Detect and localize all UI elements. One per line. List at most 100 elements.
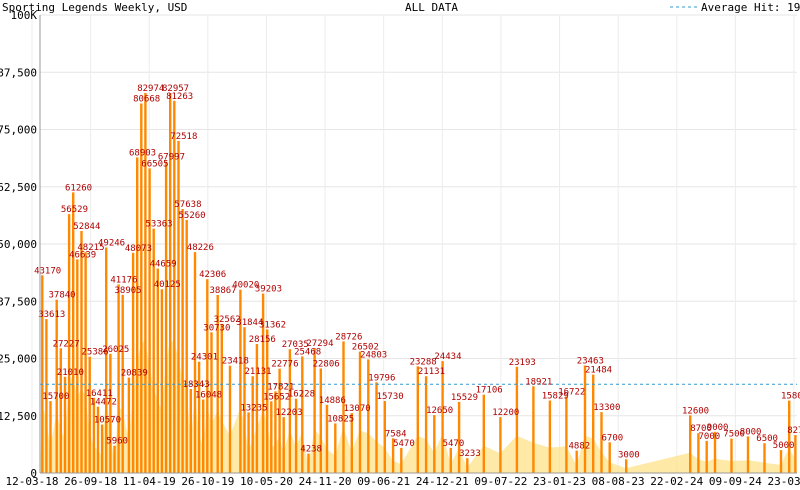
bar — [63, 376, 67, 473]
bar — [59, 348, 62, 473]
bar — [441, 361, 444, 473]
data-label: 37840 — [49, 291, 76, 301]
bar — [193, 252, 197, 473]
x-tick-label: 12-03-18 — [6, 475, 59, 488]
data-label: 67997 — [158, 153, 185, 163]
data-label: 5960 — [106, 437, 128, 447]
bar — [367, 359, 370, 473]
bar — [96, 406, 100, 473]
bar — [713, 431, 717, 473]
bar — [548, 400, 552, 473]
y-tick-label: 50,000 — [0, 238, 37, 251]
bar — [84, 252, 87, 473]
bar — [251, 376, 254, 473]
data-label: 82957 — [162, 84, 189, 94]
bar — [148, 168, 151, 473]
data-label: 21131 — [418, 367, 445, 377]
data-label: 55260 — [179, 211, 206, 221]
data-label: 14886 — [319, 396, 346, 406]
bar — [342, 341, 345, 473]
data-label: 48073 — [125, 244, 152, 254]
data-label: 41176 — [110, 275, 137, 285]
bar — [383, 401, 386, 473]
bar — [131, 252, 135, 473]
data-label: 40020 — [232, 281, 259, 291]
bar — [763, 443, 766, 473]
y-tick-label: 25,000 — [0, 353, 37, 366]
x-tick-label: 09-07-22 — [474, 475, 527, 488]
data-label: 18921 — [525, 377, 552, 387]
bar — [243, 327, 246, 473]
data-label: 16048 — [195, 391, 222, 401]
bar — [515, 366, 519, 473]
bar — [144, 93, 147, 473]
bar — [181, 209, 184, 473]
bar — [334, 423, 337, 473]
data-label: 23463 — [577, 357, 604, 367]
data-label: 10570 — [94, 416, 121, 426]
bar — [307, 453, 310, 473]
data-label: 40125 — [154, 280, 181, 290]
bar — [41, 275, 44, 473]
data-label: 7500 — [723, 430, 745, 440]
bar — [220, 323, 223, 473]
bar — [794, 435, 797, 473]
bar — [206, 279, 209, 473]
data-label: 13070 — [344, 404, 371, 414]
data-label: 66505 — [141, 159, 168, 169]
data-label: 32562 — [214, 315, 241, 325]
y-tick-label: 87,500 — [0, 66, 37, 79]
bar — [100, 424, 104, 473]
bar — [164, 161, 168, 473]
bar — [608, 442, 611, 473]
y-tick-label: 37,500 — [0, 295, 37, 308]
chart-title: Sporting Legends Weekly, USD — [2, 1, 187, 14]
data-label: 8700 — [690, 424, 712, 434]
bar — [779, 450, 783, 473]
data-label: 6500 — [756, 434, 778, 444]
data-label: 38905 — [115, 286, 142, 296]
bar — [301, 356, 304, 473]
bar — [697, 433, 700, 473]
bar — [255, 344, 259, 473]
bar — [210, 332, 213, 473]
bar — [282, 417, 285, 473]
bar — [76, 259, 79, 473]
data-label: 33613 — [38, 310, 65, 320]
bar — [433, 415, 436, 473]
data-label: 21010 — [57, 368, 84, 378]
data-label: 4238 — [300, 445, 322, 455]
bar — [457, 401, 461, 473]
bar — [228, 365, 232, 473]
bar — [109, 353, 112, 473]
bar — [278, 368, 281, 473]
data-label: 81263 — [166, 92, 193, 102]
data-label: 3233 — [459, 449, 481, 459]
x-tick-label: 09-09-24 — [709, 475, 762, 488]
bar — [565, 396, 568, 473]
data-label: 15829 — [542, 392, 569, 402]
bar — [689, 415, 692, 473]
data-label: 8278 — [787, 426, 800, 436]
data-label: 23418 — [222, 357, 249, 367]
bar — [575, 450, 578, 473]
bar — [55, 299, 58, 473]
bar — [400, 447, 403, 473]
bar — [136, 157, 139, 473]
bar — [160, 289, 164, 473]
data-label: 39203 — [255, 285, 282, 295]
bar — [600, 412, 603, 473]
bar — [117, 284, 120, 473]
data-label: 4882 — [569, 442, 591, 452]
x-tick-label: 24-12-21 — [416, 475, 469, 488]
data-label: 61260 — [65, 183, 92, 193]
bar — [583, 365, 587, 473]
bar — [121, 294, 124, 473]
bar — [127, 377, 131, 473]
bar — [185, 219, 188, 473]
data-label: 16722 — [558, 387, 585, 397]
bar — [625, 459, 628, 473]
data-label: 13235 — [240, 403, 267, 413]
data-label: 24301 — [191, 353, 218, 363]
bar — [197, 361, 201, 473]
